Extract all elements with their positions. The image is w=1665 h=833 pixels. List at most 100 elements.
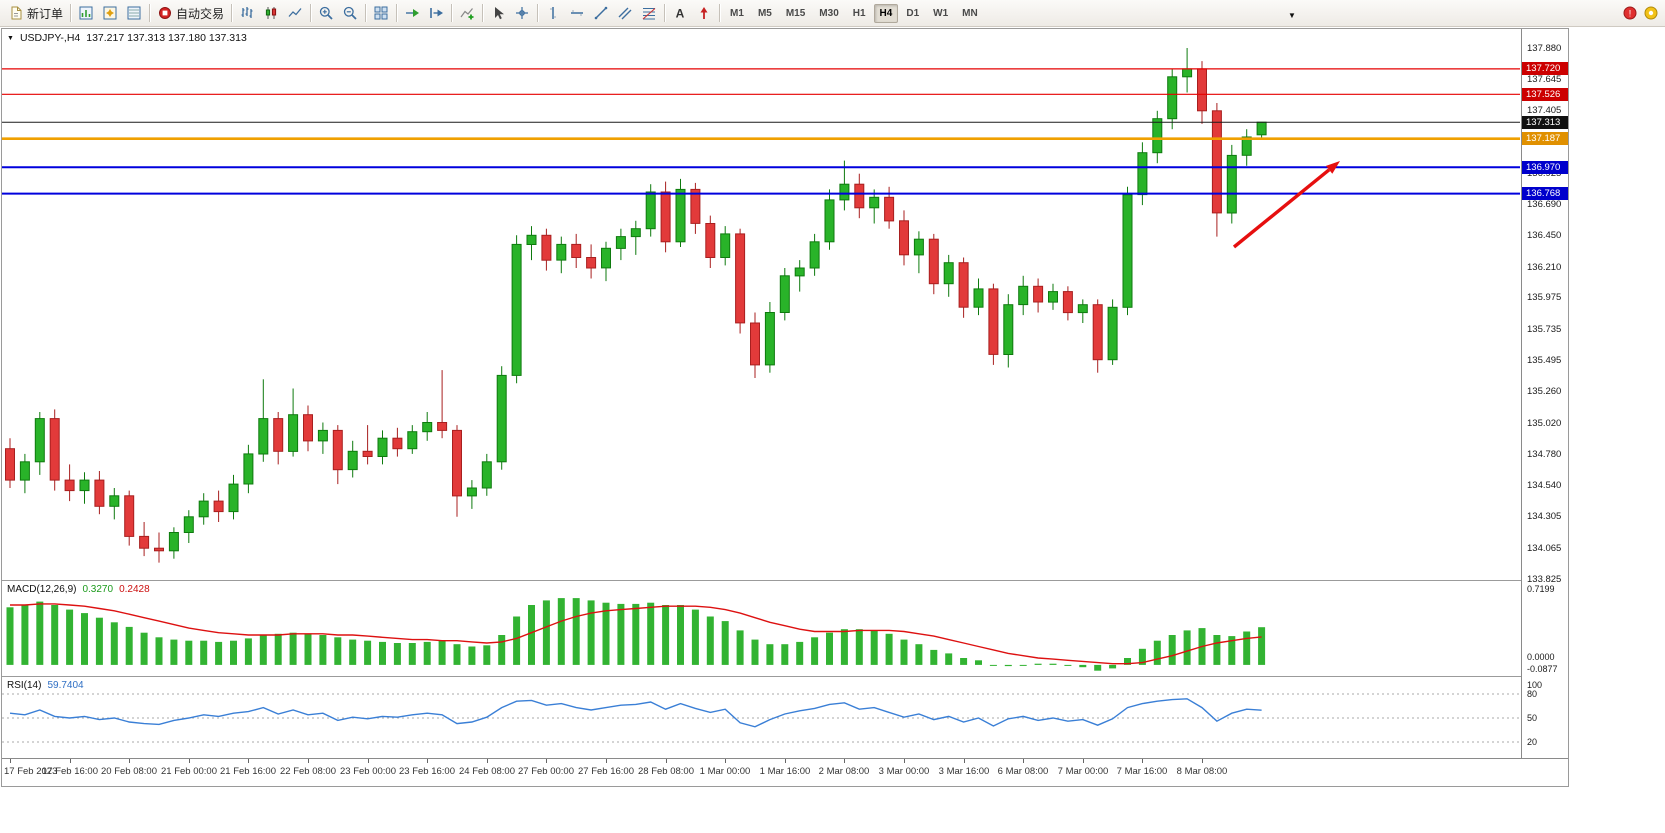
trendline-icon (594, 6, 608, 20)
macd-bar (960, 658, 968, 665)
time-label: 3 Mar 00:00 (878, 766, 930, 777)
cursor-button[interactable] (486, 2, 510, 24)
candle (34, 412, 45, 475)
arrows-icon (700, 7, 708, 19)
time-label: 2 Mar 08:00 (818, 766, 870, 777)
chart-plot-area: ▼ USDJPY-,H4 137.217 137.313 137.180 137… (2, 29, 1520, 784)
text-button[interactable]: A (668, 2, 692, 24)
timeframe-m1[interactable]: M1 (724, 4, 750, 23)
fibonacci-button[interactable] (637, 2, 661, 24)
timeframe-h4[interactable]: H4 (873, 3, 899, 23)
indicators-button[interactable] (455, 2, 479, 24)
fibonacci-icon (642, 8, 656, 20)
price-level-label: 137.187 (1522, 132, 1568, 145)
macd-bar (557, 598, 565, 665)
time-tick (368, 759, 369, 763)
price-scale[interactable]: 137.880137.645137.405137.165136.925136.6… (1521, 29, 1568, 784)
timeframe-m15[interactable]: M15 (780, 4, 811, 23)
autotrading-button[interactable]: 自动交易 (153, 2, 228, 24)
candlestick-icon (265, 7, 277, 19)
macd-bar (781, 644, 789, 665)
candlestick-canvas[interactable] (2, 29, 1520, 579)
timeframe-m30[interactable]: M30 (813, 4, 844, 23)
macd-label: MACD(12,26,9) 0.3270 0.2428 (7, 584, 150, 595)
horizontal-line-button[interactable] (565, 2, 589, 24)
candle (764, 302, 775, 373)
time-tick (1142, 759, 1143, 763)
channel-button[interactable] (613, 2, 637, 24)
candlestick-button[interactable] (259, 2, 283, 24)
timeframe-h1[interactable]: H1 (847, 4, 872, 23)
time-tick (308, 759, 309, 763)
price-tick-label: 136.690 (1527, 199, 1562, 210)
price-tick-label: 134.065 (1527, 543, 1562, 554)
candle (1152, 110, 1163, 164)
news-yellow-icon[interactable] (1643, 5, 1659, 26)
time-tick (725, 759, 726, 763)
timeframe-mn[interactable]: MN (956, 4, 984, 23)
timeframe-m5[interactable]: M5 (752, 4, 778, 23)
arrow-annotation[interactable] (1232, 161, 1340, 249)
trendline-button[interactable] (589, 2, 613, 24)
time-label: 21 Feb 16:00 (220, 766, 276, 777)
macd-bar (587, 600, 595, 665)
zoom-out-button[interactable] (338, 2, 362, 24)
candle (243, 444, 254, 494)
timeframe-w1[interactable]: W1 (927, 4, 954, 23)
news-red-icon[interactable]: ! (1622, 5, 1638, 26)
macd-bar (155, 637, 163, 665)
rsi-value: 59.7404 (47, 680, 84, 691)
macd-bar (66, 609, 74, 665)
bar-chart-button[interactable] (235, 2, 259, 24)
toolbar: 新订单 自动交易 A M1 M5 M15 M30 H1 H4 D1 W1 MN ▼ ! (0, 0, 1665, 27)
tile-windows-button[interactable] (369, 2, 393, 24)
time-label: 1 Mar 00:00 (699, 766, 751, 777)
crosshair-icon (516, 7, 529, 19)
candle (526, 226, 537, 261)
macd-bar (215, 641, 223, 665)
candle (347, 440, 358, 478)
macd-canvas[interactable] (2, 582, 1520, 675)
candle (139, 522, 150, 557)
new-order-button[interactable]: 新订单 (4, 2, 67, 24)
chart-shift-icon (430, 8, 444, 18)
macd-bar (319, 635, 327, 665)
candle (973, 278, 984, 316)
crosshair-button[interactable] (510, 2, 534, 24)
pane-separator-rsi[interactable] (2, 676, 1568, 677)
terminal-button[interactable] (122, 2, 146, 24)
price-tick-label: 137.880 (1527, 43, 1562, 54)
zoom-in-button[interactable] (314, 2, 338, 24)
toolbar-separator (310, 4, 312, 22)
candle (660, 181, 671, 253)
macd-bar (975, 660, 982, 665)
price-tick-label: 135.020 (1527, 418, 1562, 429)
arrows-button[interactable] (692, 2, 716, 24)
time-label: 28 Feb 08:00 (638, 766, 694, 777)
macd-bar (1064, 664, 1072, 666)
vertical-line-button[interactable] (541, 2, 565, 24)
toolbar-separator (70, 4, 72, 22)
pane-separator-macd[interactable] (2, 580, 1568, 581)
chart-shift-button[interactable] (424, 2, 448, 24)
price-tick-label: 134.305 (1527, 511, 1562, 522)
market-watch-button[interactable] (74, 2, 98, 24)
timeframe-d1[interactable]: D1 (900, 4, 925, 23)
symbol-collapse-icon[interactable]: ▼ (7, 34, 14, 42)
auto-scroll-button[interactable] (400, 2, 424, 24)
candle (452, 425, 462, 517)
rsi-canvas[interactable] (2, 678, 1520, 758)
macd-bar (230, 640, 237, 665)
macd-scale-max: 0.7199 (1527, 584, 1555, 594)
toolbar-separator (365, 4, 367, 22)
macd-bar (542, 600, 550, 665)
toolbar-overflow-icon[interactable]: ▼ (1288, 11, 1296, 20)
macd-bar (945, 653, 953, 665)
candle (362, 425, 373, 465)
candle (288, 388, 299, 457)
line-chart-button[interactable] (283, 2, 307, 24)
time-scale[interactable]: 17 Feb 2023 17 Feb 16:00 20 Feb 08:00 21 Fe… (2, 758, 1568, 785)
navigator-button[interactable] (98, 2, 122, 24)
candle (541, 228, 552, 271)
